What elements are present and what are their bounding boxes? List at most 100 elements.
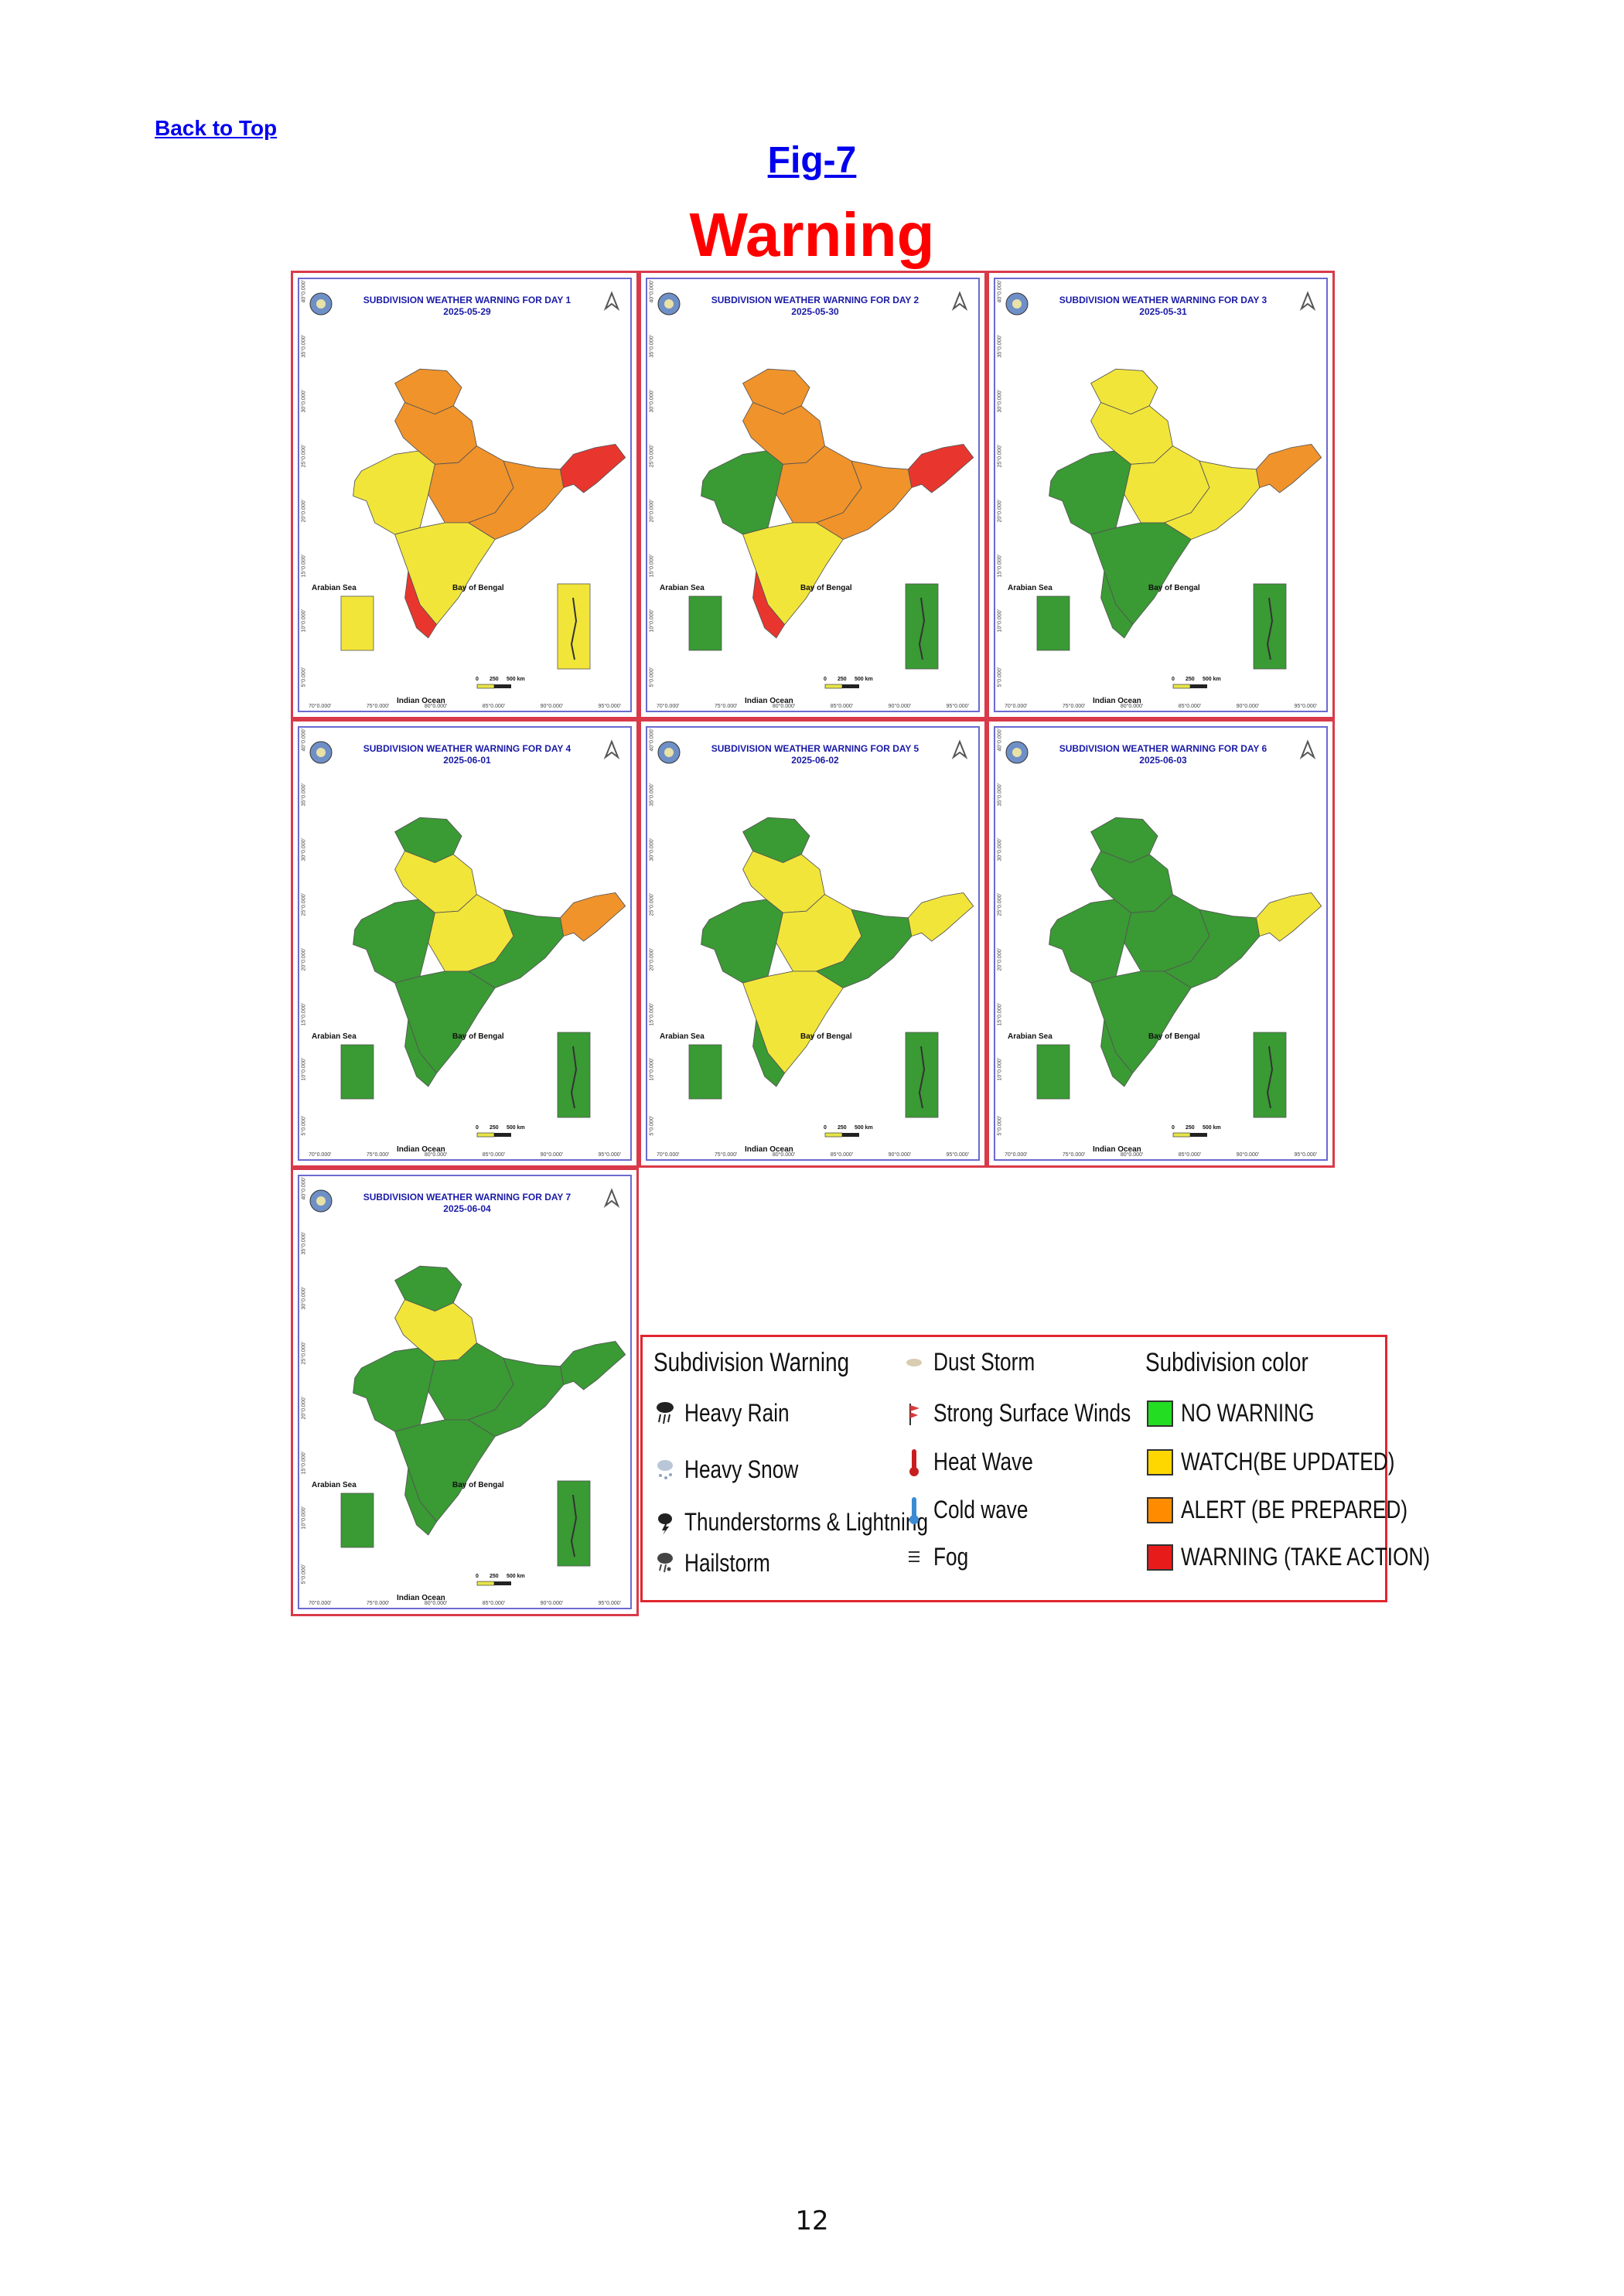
latitude-tick: 35°0.000' [301, 783, 307, 807]
region-kerala [404, 571, 438, 639]
back-to-top-link[interactable]: Back to Top [155, 116, 278, 140]
longitude-ticks: 70°0.000' 75°0.000' 80°0.000' 85°0.000' 90°0… [309, 1152, 621, 1158]
region-kerala [1100, 1019, 1134, 1087]
longitude-tick: 90°0.000' [888, 704, 912, 709]
map-title-text: SUBDIVISION WEATHER WARNING FOR DAY 4 [363, 743, 571, 754]
latitude-tick: 15°0.000' [649, 554, 655, 578]
longitude-ticks: 70°0.000' 75°0.000' 80°0.000' 85°0.000' 90°0… [1005, 704, 1317, 709]
imd-logo-icon [1005, 741, 1029, 764]
alert-swatch [1147, 1496, 1173, 1523]
scale-bar [824, 1132, 859, 1138]
longitude-tick: 80°0.000' [424, 704, 448, 709]
legend-label: ALERT (BE PREPARED) [1181, 1496, 1408, 1523]
region-kerala [1100, 571, 1134, 639]
latitude-tick: 35°0.000' [997, 783, 1003, 807]
legend-item-hailstorm: Hailstorm [653, 1549, 789, 1578]
north-arrow-icon [603, 1188, 620, 1208]
andaman-islands [570, 597, 578, 660]
legend-label: Strong Surface Winds [933, 1399, 1131, 1427]
map-title: SUBDIVISION WEATHER WARNING FOR DAY 7 202… [339, 1192, 595, 1215]
legend-warning-heading: Subdivision Warning [653, 1348, 850, 1377]
longitude-tick: 95°0.000' [598, 1601, 621, 1606]
indian-ocean-label: Indian Ocean [1093, 1145, 1141, 1154]
scale-label-500: 500 km [1203, 677, 1221, 682]
cold-wave-icon [902, 1496, 926, 1524]
legend-color-watch: WATCH(BE UPDATED) [1147, 1448, 1441, 1476]
legend-label: NO WARNING [1181, 1399, 1315, 1427]
warning-swatch [1147, 1544, 1173, 1571]
scale-bar [1172, 1132, 1207, 1138]
latitude-tick: 10°0.000' [997, 609, 1003, 633]
region-east [1163, 909, 1261, 989]
latitude-tick: 40°0.000' [301, 728, 307, 752]
longitude-tick: 70°0.000' [1005, 704, 1028, 709]
longitude-tick: 80°0.000' [1120, 1152, 1144, 1158]
latitude-tick: 30°0.000' [997, 390, 1003, 413]
north-arrow-icon [603, 291, 620, 311]
longitude-tick: 90°0.000' [540, 704, 564, 709]
legend-color-alert: ALERT (BE PREPARED) [1147, 1496, 1457, 1524]
longitude-tick: 90°0.000' [540, 1601, 564, 1606]
latitude-tick: 15°0.000' [301, 1003, 307, 1026]
indian-ocean-label: Indian Ocean [397, 1145, 445, 1154]
latitude-tick: 15°0.000' [997, 1003, 1003, 1026]
imd-logo-icon [657, 741, 681, 764]
region-kerala [752, 1019, 786, 1087]
legend-item-fog: Fog [902, 1543, 976, 1571]
latitude-tick: 25°0.000' [301, 1342, 307, 1365]
scale-label-0: 0 [824, 677, 827, 682]
latitude-tick: 5°0.000' [997, 1115, 1003, 1136]
north-arrow-icon [951, 739, 968, 759]
latitude-tick: 40°0.000' [649, 280, 655, 303]
legend-label: WATCH(BE UPDATED) [1181, 1448, 1395, 1476]
map-title: SUBDIVISION WEATHER WARNING FOR DAY 2 202… [687, 295, 943, 318]
region-ne [559, 1340, 626, 1390]
latitude-tick: 35°0.000' [997, 335, 1003, 358]
map-title: SUBDIVISION WEATHER WARNING FOR DAY 1 202… [339, 295, 595, 318]
longitude-ticks: 70°0.000' 75°0.000' 80°0.000' 85°0.000' 90°0… [309, 704, 621, 709]
latitude-tick: 15°0.000' [997, 554, 1003, 578]
latitude-tick: 20°0.000' [649, 948, 655, 971]
lakshadweep-inset [688, 595, 722, 651]
latitude-ticks: 40°0.000' 35°0.000' 30°0.000' 25°0.000' 20°0… [300, 280, 308, 687]
latitude-ticks: 40°0.000' 35°0.000' 30°0.000' 25°0.000' 20°0… [996, 280, 1004, 687]
latitude-tick: 5°0.000' [301, 1564, 307, 1585]
longitude-tick: 80°0.000' [772, 1152, 796, 1158]
map-legend: Subdivision Warning Heavy Rain Heavy Sno… [640, 1335, 1430, 1602]
map-frame [994, 726, 1328, 1161]
andaman-islands [1266, 1046, 1274, 1109]
longitude-tick: 75°0.000' [1062, 704, 1086, 709]
longitude-tick: 95°0.000' [1294, 1152, 1317, 1158]
figure-label[interactable]: Fig-7 [767, 140, 857, 181]
latitude-tick: 35°0.000' [301, 335, 307, 358]
longitude-tick: 80°0.000' [772, 704, 796, 709]
page-heading: Warning [689, 200, 935, 269]
heat-wave-icon [902, 1448, 926, 1476]
bay-of-bengal-label: Bay of Bengal [800, 1032, 852, 1041]
longitude-tick: 95°0.000' [946, 704, 969, 709]
longitude-tick: 75°0.000' [366, 1601, 390, 1606]
scale-bar [476, 1132, 511, 1138]
latitude-tick: 40°0.000' [301, 280, 307, 303]
scale-bar [476, 684, 511, 689]
map-date: 2025-05-30 [791, 306, 839, 317]
bay-of-bengal-label: Bay of Bengal [452, 1032, 504, 1041]
bay-of-bengal-label: Bay of Bengal [800, 584, 852, 592]
longitude-tick: 85°0.000' [1178, 1152, 1202, 1158]
region-east [815, 460, 913, 541]
latitude-tick: 30°0.000' [649, 838, 655, 861]
warning-map-day-3: SUBDIVISION WEATHER WARNING FOR DAY 3 202… [987, 271, 1335, 719]
latitude-tick: 35°0.000' [649, 783, 655, 807]
map-title-text: SUBDIVISION WEATHER WARNING FOR DAY 6 [1059, 743, 1267, 754]
fog-icon [902, 1544, 926, 1571]
andaman-islands [918, 1046, 926, 1109]
andaman-islands [918, 597, 926, 660]
longitude-ticks: 70°0.000' 75°0.000' 80°0.000' 85°0.000' 90°0… [657, 1152, 969, 1158]
longitude-tick: 85°0.000' [482, 1152, 506, 1158]
map-title: SUBDIVISION WEATHER WARNING FOR DAY 4 202… [339, 743, 595, 766]
latitude-tick: 10°0.000' [301, 1058, 307, 1081]
heavy-snow-icon [653, 1456, 677, 1484]
north-arrow-icon [1299, 739, 1316, 759]
latitude-tick: 25°0.000' [649, 893, 655, 916]
longitude-tick: 85°0.000' [1178, 704, 1202, 709]
